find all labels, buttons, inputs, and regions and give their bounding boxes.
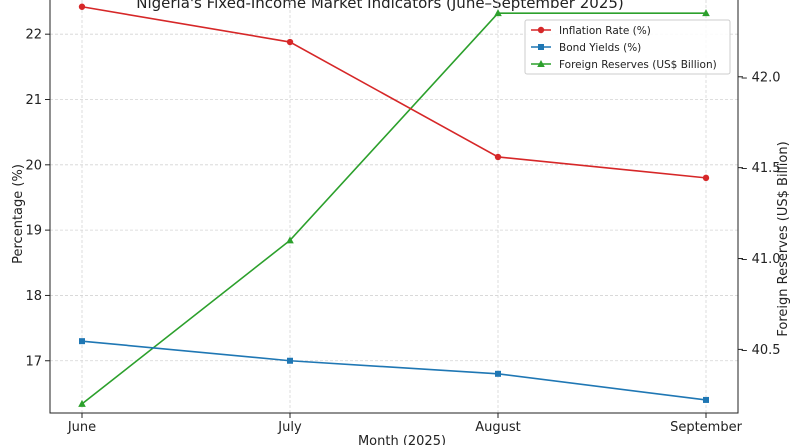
y-left-tick-label: 17 [25, 354, 42, 369]
series-line [81, 5, 707, 179]
x-tick-label: June [67, 420, 96, 435]
data-point [78, 3, 86, 10]
legend-box [524, 19, 731, 75]
legend-swatch-marker [537, 26, 545, 34]
legend-label: Bond Yields (%) [559, 42, 641, 54]
y-axis-right-label: Foreign Reserves (US$ Billion) [776, 141, 791, 336]
x-tick-label: July [277, 420, 302, 435]
data-point [494, 153, 502, 161]
data-point [287, 357, 293, 364]
data-point [495, 370, 501, 377]
series-line [81, 12, 706, 405]
y-left-tick-label: 22 [25, 28, 42, 43]
y-right-tick-label: – 42.0 [741, 70, 781, 85]
data-point [286, 38, 294, 46]
legend-label: Foreign Reserves (US$ Billion) [559, 59, 717, 71]
data-point [494, 9, 502, 17]
y-left-tick-label: 18 [25, 289, 42, 304]
series-1 [79, 338, 709, 403]
series-layer [78, 3, 710, 407]
data-point [703, 396, 709, 403]
legend-entry: Inflation Rate (%) [531, 25, 651, 37]
data-point [702, 9, 710, 17]
y-left-tick-label: 19 [25, 224, 42, 239]
x-tick-label: August [475, 420, 521, 435]
y-right-tick-label: – 41.0 [741, 252, 781, 267]
series-2 [78, 9, 710, 407]
legend-swatch-marker [537, 60, 545, 67]
series-line [81, 340, 707, 401]
legend-entry: Bond Yields (%) [531, 42, 641, 54]
data-point [286, 236, 294, 244]
legend-entry: Foreign Reserves (US$ Billion) [531, 59, 717, 71]
chart-title: Nigeria's Fixed-Income Market Indicators… [136, 0, 624, 12]
data-point [79, 338, 85, 345]
data-point [702, 174, 710, 182]
x-axis-label: Month (2025) [358, 434, 446, 445]
legend: Inflation Rate (%) Bond Yields (%) Foreign… [524, 19, 731, 75]
y-axis-left-label: Percentage (%) [11, 164, 26, 264]
plot-frame [49, 0, 739, 414]
series-0 [78, 3, 710, 182]
y-left-tick-label: 20 [25, 158, 42, 173]
y-axis-left-ticks: 17 18 19 20 21 22 [25, 28, 50, 369]
legend-label: Inflation Rate (%) [559, 25, 651, 37]
x-axis-ticks: June July August September [67, 413, 743, 435]
x-tick-label: September [670, 420, 743, 435]
y-axis-right-ticks: – 40.5 – 41.0 – 41.5 – 42.0 [738, 70, 781, 358]
y-left-tick-label: 21 [25, 93, 42, 108]
y-right-tick-label: – 41.5 [741, 161, 781, 176]
legend-swatch-marker [538, 44, 544, 50]
data-point [78, 399, 86, 407]
y-right-tick-label: – 40.5 [741, 343, 781, 358]
